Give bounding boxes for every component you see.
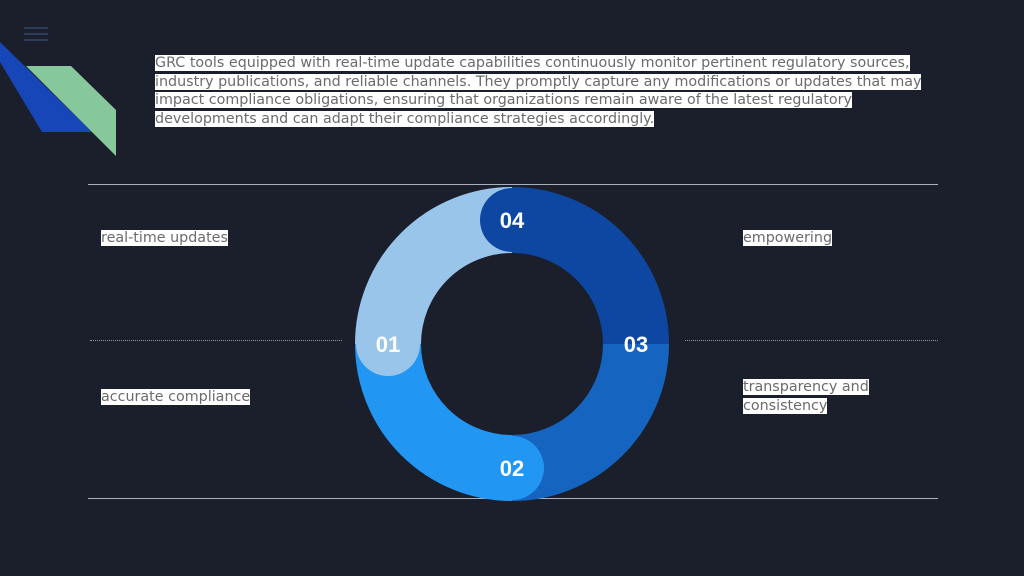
top-divider: [88, 184, 938, 185]
label-accurate-compliance: accurate compliance: [101, 389, 251, 405]
intro-text: GRC tools equipped with real-time update…: [155, 55, 922, 127]
label-real-time-updates: real-time updates: [101, 230, 228, 246]
segment-number-01: 01: [376, 332, 400, 357]
hamburger-menu-icon[interactable]: [24, 27, 48, 41]
segment-number-02: 02: [500, 456, 524, 481]
segment-number-04: 04: [500, 208, 525, 233]
segment-cap-04: [480, 188, 544, 252]
menu-bar: [24, 39, 48, 41]
segment-number-03: 03: [624, 332, 648, 357]
label-transparency-consistency: transparency and consistency: [743, 379, 869, 414]
segment-numbers: 03 02 01 04: [376, 208, 648, 481]
intro-paragraph: GRC tools equipped with real-time update…: [155, 54, 930, 128]
right-dotted-divider: [685, 340, 938, 341]
ring-segments: [355, 187, 669, 501]
green-stripe: [26, 66, 116, 156]
menu-bar: [24, 27, 48, 29]
left-dotted-divider: [90, 340, 342, 341]
segment-ring-diagram: 03 02 01 04: [355, 187, 669, 501]
segment-cap-02: [480, 436, 544, 500]
corner-decoration: [0, 42, 116, 156]
segment-cap-01: [356, 312, 420, 376]
label-empowering: empowering: [743, 230, 833, 246]
menu-bar: [24, 33, 48, 35]
blue-stripe: [0, 42, 92, 132]
